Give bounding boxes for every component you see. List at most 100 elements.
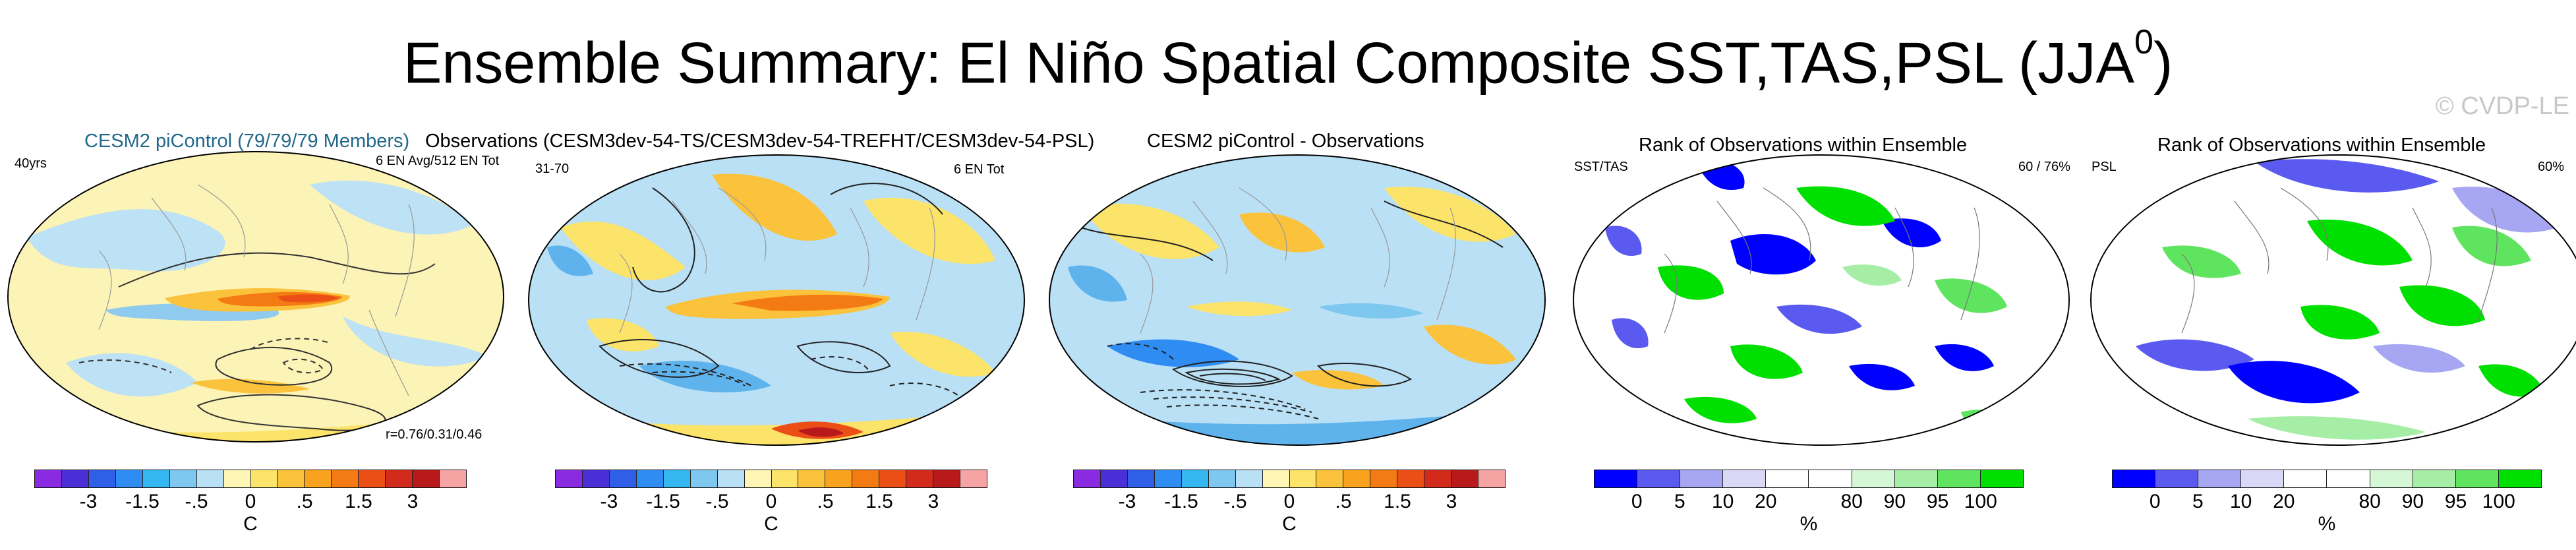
colorbar-tick-label: 5	[2192, 491, 2204, 512]
title-text: Ensemble Summary: El Niño Spatial Compos…	[403, 30, 2135, 96]
title-superscript: 0	[2134, 23, 2153, 61]
colorbar-tick-label: -1.5	[1164, 491, 1198, 512]
colorbar-swatch	[142, 470, 170, 487]
colorbar-swatch	[2413, 470, 2456, 487]
colorbar-swatch	[1766, 470, 1809, 487]
panel4-right-label: 60 / 76%	[2018, 160, 2070, 174]
panel5-left-label: PSL	[2092, 160, 2117, 174]
panel5-map	[2090, 154, 2576, 446]
colorbar-tick-label: 90	[1883, 491, 1906, 512]
colorbar-swatch	[1478, 470, 1505, 487]
colorbar-swatch	[1289, 470, 1317, 487]
colorbar-swatch	[1937, 470, 1981, 487]
colorbar-swatch	[250, 470, 278, 487]
colorbar-tick-label: 1.5	[1384, 491, 1411, 512]
panel1-right-label: 6 EN Avg/512 EN Tot	[376, 154, 500, 168]
colorbar-swatch	[1074, 470, 1101, 487]
colorbar-tick-label: 0	[2149, 491, 2161, 512]
colorbar-tick-label: -1.5	[646, 491, 680, 512]
colorbar-tick-label: 20	[1755, 491, 1777, 512]
colorbar-tick-label: -.5	[185, 491, 208, 512]
colorbar-tick-label: 0	[245, 491, 256, 512]
panel2-title: Observations (CESM3dev-54-TS/CESM3dev-54…	[425, 131, 1095, 152]
colorbar-swatch	[1809, 470, 1852, 487]
colorbar-unit-label: C	[764, 513, 778, 535]
colorbar-swatch	[1235, 470, 1263, 487]
panel3-title: CESM2 piControl - Observations	[1147, 131, 1424, 152]
colorbar-tick-label: 0	[1283, 491, 1295, 512]
colorbar-swatch	[663, 470, 691, 487]
colorbar-swatch	[1154, 470, 1182, 487]
colorbar-swatch	[609, 470, 637, 487]
colorbar-swatch	[798, 470, 826, 487]
panel1-title: CESM2 piControl (79/79/79 Members)	[84, 131, 410, 152]
colorbar-tick-label: 3	[1446, 491, 1457, 512]
colorbar-swatch	[1852, 470, 1895, 487]
panel1-correlation: r=0.76/0.31/0.46	[386, 427, 483, 442]
colorbar-swatch	[1208, 470, 1236, 487]
panel3-map	[1049, 154, 1546, 446]
colorbar-swatch	[61, 470, 89, 487]
colorbar-swatch	[440, 470, 466, 487]
colorbar-swatch	[1595, 470, 1638, 487]
panel1-map	[7, 151, 504, 443]
colorbar-panel4	[1594, 470, 2024, 488]
colorbar-tick-label: 90	[2401, 491, 2424, 512]
colorbar-unit-label: %	[1800, 513, 1818, 535]
colorbar-swatch	[2284, 470, 2327, 487]
colorbar-swatch	[169, 470, 197, 487]
panel5-title: Rank of Observations within Ensemble	[2157, 135, 2486, 156]
panel5-right-label: 60%	[2538, 160, 2565, 174]
colorbar-swatch	[1637, 470, 1681, 487]
panel2-left-label: 31-70	[535, 162, 570, 176]
colorbar-tick-label: 95	[2444, 491, 2467, 512]
colorbar-tick-label: 95	[1926, 491, 1949, 512]
colorbar-swatch	[1100, 470, 1128, 487]
colorbar-swatch	[1181, 470, 1209, 487]
title-close: )	[2153, 30, 2173, 96]
colorbar-tick-label: -3	[600, 491, 618, 512]
colorbar-swatch	[879, 470, 907, 487]
panel1-left-label: 40yrs	[15, 156, 47, 171]
panel2-right-label: 6 EN Tot	[954, 162, 1005, 177]
colorbar-unit-label: %	[2318, 513, 2336, 535]
colorbar-tick-label: 3	[927, 491, 939, 512]
colorbar-tick-label: -.5	[1223, 491, 1247, 512]
colorbar-tick-label: -3	[1118, 491, 1136, 512]
colorbar-tick-label: -1.5	[125, 491, 160, 512]
panel4-map	[1573, 154, 2070, 446]
colorbar-swatch	[223, 470, 251, 487]
colorbar-swatch	[2327, 470, 2370, 487]
colorbar-panel2	[555, 470, 987, 488]
colorbar-swatch	[1397, 470, 1425, 487]
colorbar-swatch	[332, 470, 359, 487]
panel4-title: Rank of Observations within Ensemble	[1639, 135, 1968, 156]
colorbar-swatch	[1316, 470, 1344, 487]
colorbar-tick-label: .5	[296, 491, 313, 512]
colorbar-swatch	[1451, 470, 1479, 487]
colorbar-swatch	[386, 470, 413, 487]
colorbar-swatch	[1680, 470, 1724, 487]
panel2-map	[528, 154, 1025, 446]
colorbar-swatch	[825, 470, 853, 487]
colorbar-swatch	[1370, 470, 1398, 487]
colorbar-tick-label: 100	[1964, 491, 1997, 512]
colorbar-swatch	[359, 470, 386, 487]
colorbar-swatch	[1127, 470, 1155, 487]
colorbar-tick-label: 1.5	[865, 491, 893, 512]
colorbar-tick-label: -3	[79, 491, 98, 512]
colorbar-swatch	[1894, 470, 1938, 487]
colorbar-tick-label: 100	[2482, 491, 2515, 512]
colorbar-swatch	[582, 470, 610, 487]
colorbar-swatch	[906, 470, 934, 487]
panel4-left-label: SST/TAS	[1574, 160, 1628, 174]
colorbar-swatch	[2498, 470, 2541, 487]
colorbar-swatch	[1343, 470, 1371, 487]
colorbar-swatch	[933, 470, 961, 487]
colorbar-swatch	[960, 470, 987, 487]
colorbar-tick-label: 5	[1674, 491, 1685, 512]
colorbar-swatch	[278, 470, 305, 487]
colorbar-swatch	[413, 470, 440, 487]
colorbar-tick-label: 1.5	[345, 491, 372, 512]
colorbar-tick-label: 0	[765, 491, 777, 512]
